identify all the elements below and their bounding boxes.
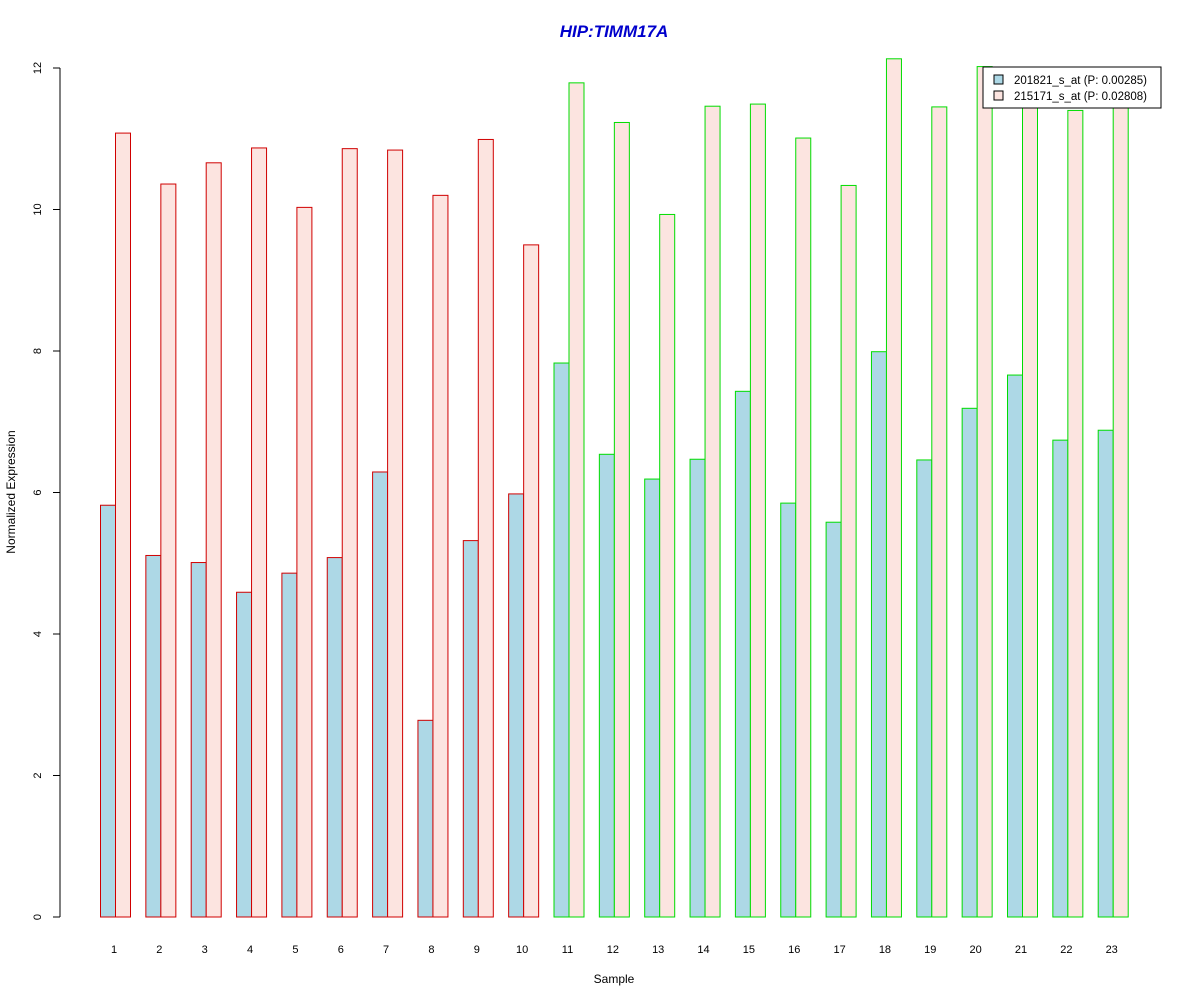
y-tick-label: 8 (32, 348, 44, 354)
bar-series1-sample-12 (598, 453, 615, 918)
x-tick-label: 10 (516, 944, 528, 956)
x-tick-label: 2 (156, 944, 162, 956)
bar-series1-sample-10 (508, 493, 525, 918)
x-tick-label: 17 (833, 944, 845, 956)
bar-series2-sample-17 (840, 184, 857, 918)
bars-group (100, 58, 1129, 918)
x-axis-title: Sample (594, 972, 635, 986)
y-axis-title: Normalized Expression (4, 430, 18, 553)
bar-series2-sample-20 (976, 66, 993, 918)
bar-series1-sample-18 (870, 351, 887, 918)
bar-series1-sample-14 (689, 458, 706, 918)
x-tick-label: 23 (1106, 944, 1118, 956)
bar-series1-sample-1 (100, 504, 116, 918)
bar-series1-sample-22 (1052, 439, 1069, 918)
x-tick-label: 12 (607, 944, 619, 956)
y-axis: 0 2 4 6 8 10 12 (32, 62, 61, 920)
bar-series1-sample-16 (780, 502, 797, 918)
bar-series1-sample-8 (417, 719, 434, 918)
x-tick-label: 15 (743, 944, 755, 956)
x-tick-label: 4 (247, 944, 253, 956)
x-tick-label: 1 (111, 944, 117, 956)
x-tick-label: 13 (652, 944, 664, 956)
x-tick-label: 8 (428, 944, 434, 956)
bar-series1-sample-17 (825, 521, 842, 918)
bar-series1-sample-21 (1007, 374, 1023, 918)
bar-series1-sample-7 (372, 471, 389, 918)
x-axis: 1 2 3 4 5 6 7 8 9 10 11 12 13 14 15 16 17 18 19 20 21 22 23 (111, 944, 1118, 956)
x-tick-label: 14 (697, 944, 709, 956)
bar-series1-sample-20 (961, 407, 978, 918)
bar-series2-sample-14 (704, 105, 721, 918)
x-tick-label: 19 (924, 944, 936, 956)
bar-series1-sample-4 (236, 591, 253, 918)
y-tick-label: 10 (32, 203, 44, 215)
legend-label-series1: 201821_s_at (P: 0.00285) (1014, 75, 1147, 87)
bar-series1-sample-6 (326, 557, 343, 918)
bar-series2-sample-15 (749, 103, 766, 918)
x-tick-label: 11 (562, 944, 573, 956)
y-tick-label: 6 (32, 489, 44, 495)
bar-series1-sample-5 (281, 572, 298, 918)
bar-series1-sample-2 (145, 554, 162, 918)
bar-series2-sample-10 (523, 244, 540, 918)
y-tick-label: 4 (32, 631, 44, 637)
bar-series2-sample-12 (613, 121, 630, 918)
bar-series2-sample-23 (1112, 102, 1129, 918)
legend-box (982, 66, 1162, 109)
bar-series2-sample-8 (432, 194, 449, 918)
legend-swatch-series2 (993, 90, 1004, 101)
bar-series2-sample-7 (387, 149, 404, 918)
bar-series2-sample-13 (659, 213, 676, 918)
bar-series1-sample-13 (644, 478, 661, 918)
bar-series2-sample-18 (885, 58, 902, 918)
x-tick-label: 20 (970, 944, 982, 956)
x-tick-label: 6 (338, 944, 344, 956)
x-tick-label: 22 (1060, 944, 1072, 956)
bar-series2-sample-1 (115, 132, 131, 918)
x-tick-label: 5 (292, 944, 298, 956)
bar-series2-sample-16 (795, 137, 812, 918)
y-tick-label: 0 (32, 914, 44, 920)
bar-series1-sample-15 (734, 390, 751, 918)
bar-series2-sample-19 (931, 106, 948, 918)
chart-title: HIP:TIMM17A (560, 22, 669, 41)
x-tick-label: 3 (202, 944, 208, 956)
bar-series2-sample-11 (568, 82, 585, 918)
x-tick-label: 9 (474, 944, 480, 956)
x-tick-label: 16 (788, 944, 800, 956)
bar-series1-sample-19 (916, 459, 933, 918)
bar-series2-sample-5 (296, 206, 313, 918)
bar-series1-sample-9 (462, 540, 479, 918)
legend-swatch-series1 (993, 74, 1004, 85)
bar-series2-sample-9 (477, 138, 494, 918)
bar-series2-sample-4 (251, 147, 268, 918)
bar-series1-sample-3 (190, 562, 207, 918)
bar-series2-sample-22 (1067, 109, 1084, 918)
bar-series2-sample-2 (160, 183, 177, 918)
bar-series2-sample-3 (205, 162, 222, 918)
bar-series2-sample-21 (1022, 102, 1038, 918)
legend-label-series2: 215171_s_at (P: 0.02808) (1014, 91, 1147, 103)
x-tick-label: 7 (383, 944, 389, 956)
x-tick-label: 18 (879, 944, 891, 956)
bar-series2-sample-6 (341, 148, 358, 918)
bar-series1-sample-23 (1097, 429, 1114, 918)
x-tick-label: 21 (1015, 944, 1027, 956)
y-tick-label: 2 (32, 772, 44, 778)
legend: 201821_s_at (P: 0.00285) 215171_s_at (P: … (982, 66, 1162, 109)
bar-series1-sample-11 (553, 362, 570, 918)
y-tick-label: 12 (32, 62, 44, 74)
